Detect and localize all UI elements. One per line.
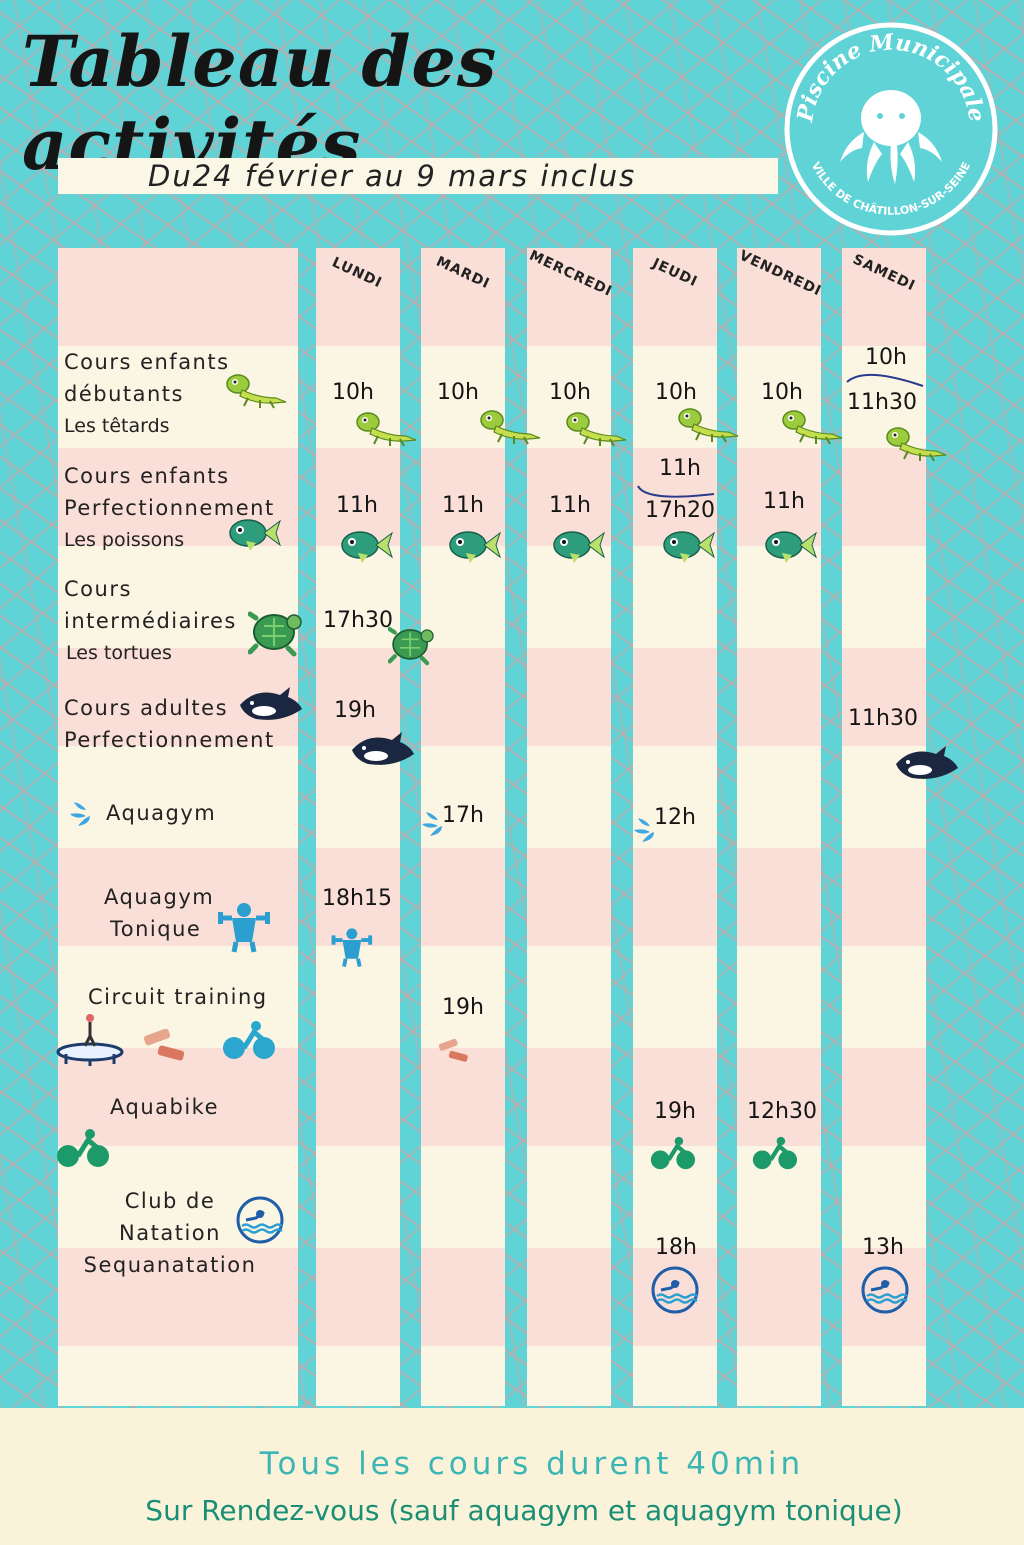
subtitle-bar [58,158,778,194]
time-aquabike-jeudi: 19h [654,1099,696,1124]
activity-line: Aquagym [106,801,217,825]
time-tetards-mercredi: 10h [549,380,591,405]
lizard-icon [886,427,947,462]
lizard-icon [226,374,287,409]
time-aquabike-vendredi: 12h30 [747,1099,817,1124]
time-tetards-jeudi: 10h [655,380,697,405]
logo-badge: Piscine Municipale VILLE DE CHÂTILLON-SU… [784,22,998,236]
activity-label-tortues: Cours intermédiaires Les tortues [64,573,237,669]
activity-label-aquagym: Aquagym [106,797,216,829]
time-tetards-vendredi: 10h [761,380,803,405]
activity-line: Cours enfants [64,350,230,374]
lizard-icon [566,412,627,447]
activity-line: débutants [64,382,184,406]
activity-line: Perfectionnement [64,496,275,520]
time-tonique-lundi: 18h15 [322,886,392,911]
orca-icon [896,746,958,779]
time-adultes-samedi: 11h30 [848,706,918,731]
activity-subtitle: Les poissons [64,529,185,551]
time-tetards-samedi-2: 11h30 [847,390,917,415]
activity-line: Circuit training [88,985,268,1009]
fish-icon [341,531,393,564]
activity-label-circuit: Circuit training [88,981,268,1013]
column-vendredi [737,248,821,1406]
activity-label-tonique: Aquagym Tonique [104,881,214,945]
column-mercredi [527,248,611,1406]
activity-line: Cours enfants [64,464,230,488]
orca-icon [352,732,414,765]
activity-subtitle: Les tortues [66,642,172,664]
time-poissons-jeudi-1: 11h [659,456,701,481]
bike-icon [752,1136,804,1176]
column-mardi [421,248,505,1406]
activity-line: Natation [119,1221,221,1245]
swimmer-icon [861,1266,909,1314]
activity-line: Cours adultes [64,696,229,720]
activity-line: intermédiaires [64,609,237,633]
activity-line: Cours [64,577,132,601]
time-tetards-mardi: 10h [437,380,479,405]
activity-label-club: Club de Natation Sequanatation [80,1185,260,1281]
lizard-icon [356,412,417,447]
time-adultes-lundi: 19h [334,698,376,723]
activity-subtitle: Les têtards [64,415,170,437]
bike-icon [222,1020,288,1070]
weights-icon [438,1038,469,1063]
orca-icon [240,687,302,720]
activity-line: Club de [124,1189,216,1213]
activity-line: Tonique [110,917,202,941]
time-club-samedi: 13h [862,1235,904,1260]
activity-line: Perfectionnement [64,728,275,752]
fish-icon [449,531,501,564]
date-range: Du24 février au 9 mars inclus [148,159,637,193]
bike-icon [650,1136,702,1176]
dumbbell-man-icon [216,900,288,956]
dumbbell-man-icon [330,926,375,968]
wave-divider [846,373,924,387]
lizard-icon [678,408,739,443]
trampoline-icon [56,1012,124,1068]
wave-divider [637,485,715,498]
fish-icon [765,531,817,564]
footer-appointment-note: Sur Rendez-vous (sauf aquagym et aquagym… [145,1494,903,1527]
activity-line: Sequanatation [83,1253,257,1277]
time-poissons-mercredi: 11h [549,493,591,518]
bike-icon [56,1128,120,1176]
fish-icon [553,531,605,564]
swimmer-icon [651,1266,699,1314]
fish-icon [229,519,281,552]
water-splash-icon [70,802,90,826]
time-aquagym-mardi: 17h [442,803,484,828]
activity-label-tetards: Cours enfants débutants Les têtards [64,346,230,442]
fish-icon [663,531,715,564]
time-poissons-jeudi-2: 17h20 [645,498,715,523]
footer [0,1408,1024,1545]
time-tetards-lundi: 10h [332,380,374,405]
column-jeudi [633,248,717,1406]
activity-line: Aquabike [110,1095,220,1119]
time-circuit-mardi: 19h [442,995,484,1020]
turtle-icon [388,624,434,668]
time-aquagym-jeudi: 12h [654,805,696,830]
lizard-icon [480,410,541,445]
activity-label-poissons: Cours enfants Perfectionnement Les poiss… [64,460,275,556]
octopus-icon [840,90,942,184]
footer-duration-note: Tous les cours durent 40min [259,1446,805,1482]
time-tortues-lundi: 17h30 [323,608,393,633]
lizard-icon [782,410,843,445]
swimmer-icon [236,1196,284,1244]
time-poissons-mardi: 11h [442,493,484,518]
activity-label-aquabike: Aquabike [110,1091,219,1123]
activity-line: Aquagym [104,885,215,909]
column-lundi [316,248,400,1406]
time-tetards-samedi-1: 10h [865,345,907,370]
time-poissons-vendredi: 11h [763,489,805,514]
time-poissons-lundi: 11h [336,493,378,518]
turtle-icon [248,608,304,660]
column-samedi [842,248,926,1406]
time-club-jeudi: 18h [655,1235,697,1260]
weights-icon [143,1027,185,1062]
activity-label-adultes: Cours adultes Perfectionnement [64,692,275,756]
